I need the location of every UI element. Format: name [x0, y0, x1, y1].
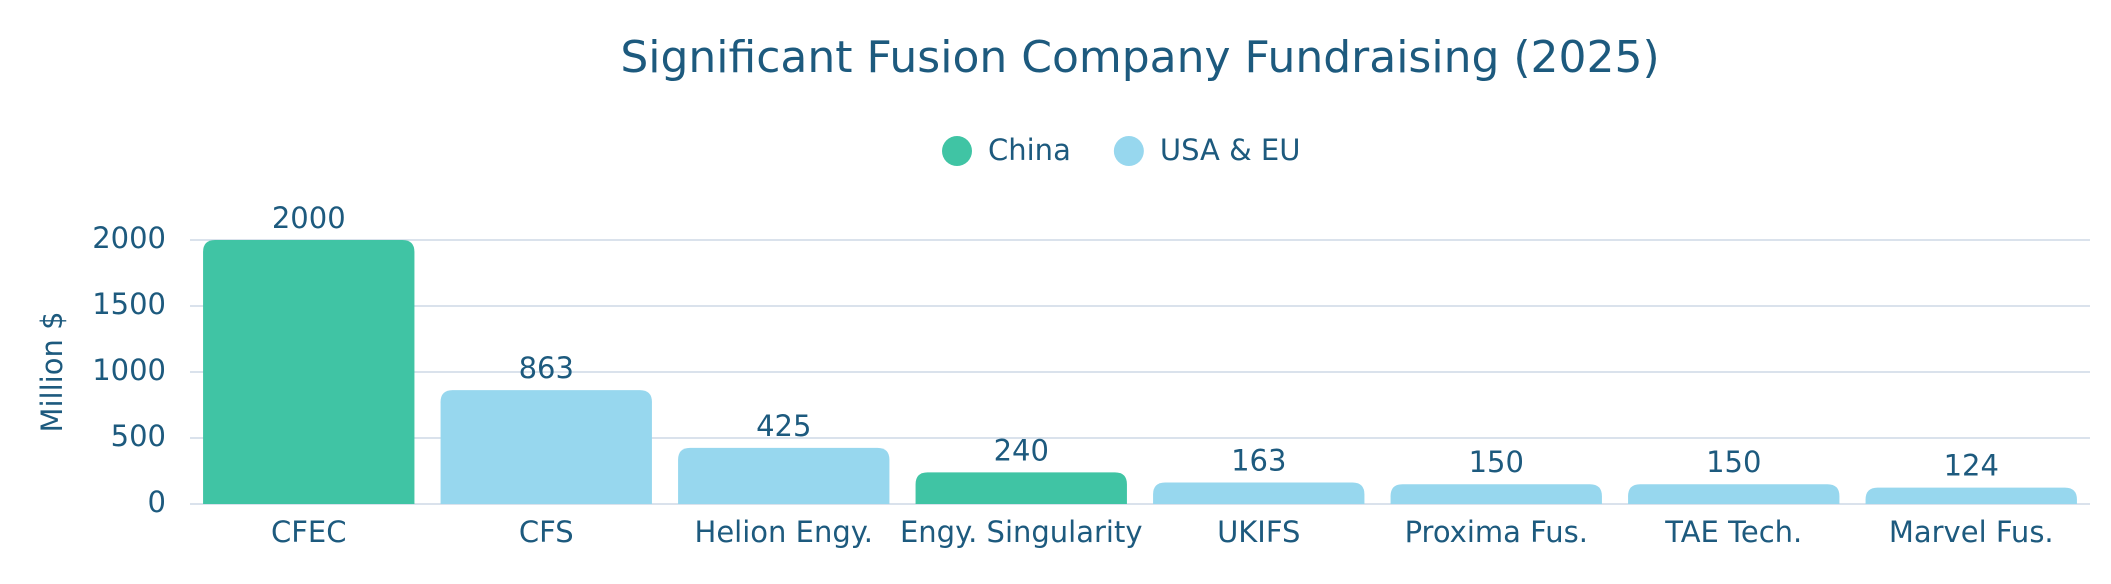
chart-title: Significant Fusion Company Fundraising (… [620, 32, 1659, 83]
legend-label: USA & EU [1160, 133, 1301, 167]
y-axis-title: Million $ [35, 311, 69, 432]
value-label: 240 [994, 433, 1049, 467]
y-tick-label: 500 [111, 419, 166, 453]
x-tick-label: CFS [519, 515, 574, 549]
bar [1628, 484, 1840, 504]
bar [678, 447, 890, 504]
legend-label: China [988, 133, 1071, 167]
x-tick-label: CFEC [271, 515, 347, 549]
bar [440, 390, 652, 504]
value-label: 124 [1944, 449, 1999, 483]
bar [915, 472, 1127, 504]
value-label: 150 [1706, 445, 1761, 479]
value-label: 150 [1469, 445, 1524, 479]
value-label: 425 [756, 409, 811, 443]
y-tick-label: 1000 [92, 353, 166, 387]
x-tick-label: Proxima Fus. [1405, 515, 1588, 549]
bar [203, 240, 415, 504]
x-tick-label: Helion Engy. [695, 515, 873, 549]
value-label: 2000 [272, 201, 346, 235]
x-tick-label: Marvel Fus. [1889, 515, 2054, 549]
legend-marker [942, 136, 972, 166]
y-tick-label: 2000 [92, 221, 166, 255]
legend-marker [1113, 136, 1144, 166]
x-tick-label: Engy. Singularity [900, 515, 1143, 549]
bar [1390, 484, 1602, 504]
bar [1865, 487, 2077, 504]
value-label: 163 [1231, 443, 1286, 477]
x-tick-label: UKIFS [1217, 515, 1300, 549]
value-label: 863 [519, 351, 574, 385]
x-tick-label: TAE Tech. [1664, 515, 1802, 549]
y-tick-label: 0 [148, 485, 166, 519]
bar [1153, 482, 1365, 504]
y-tick-label: 1500 [92, 287, 166, 321]
